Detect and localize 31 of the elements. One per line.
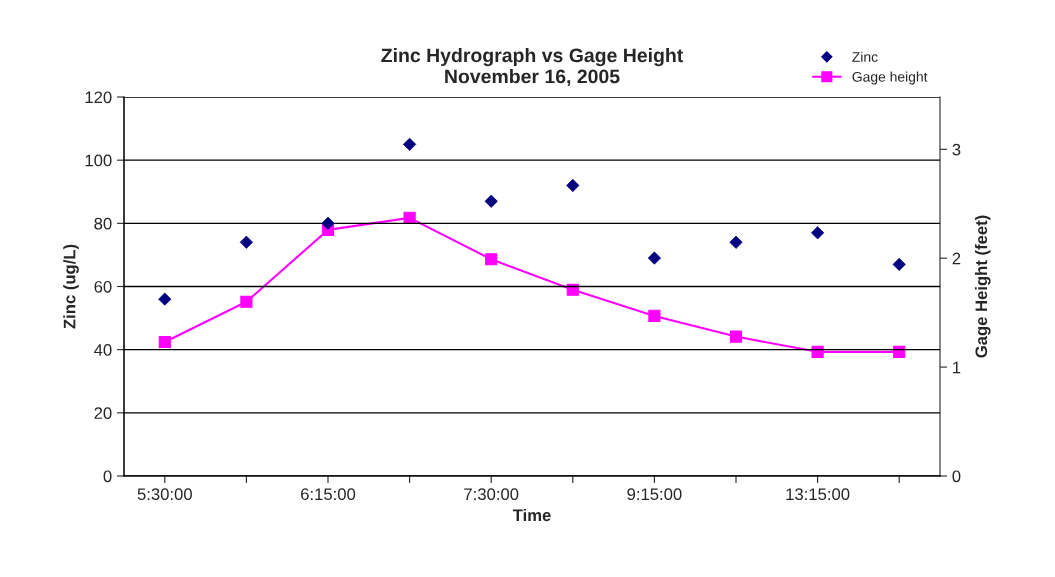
legend-label: Zinc xyxy=(852,51,878,62)
point xyxy=(729,330,743,343)
x-tick-label: 6:15:00 xyxy=(301,488,356,501)
point xyxy=(648,309,661,322)
point xyxy=(158,335,171,349)
legend-label: Gage height xyxy=(852,71,928,85)
y-tick-label: 20 xyxy=(94,407,112,420)
y2-tick-label: 3 xyxy=(952,143,961,156)
chart-title: Zinc Hydrograph vs Gage Height November 16, 2005 xyxy=(381,47,684,87)
y-tick-label: 100 xyxy=(85,154,112,167)
y-tick-label: 120 xyxy=(85,91,112,104)
point xyxy=(403,211,416,224)
x-tick-label: 13:15:00 xyxy=(786,488,850,501)
y2-tick-label: 0 xyxy=(952,470,961,483)
x-tick-label: 5:30:00 xyxy=(137,488,192,501)
y2-axis-title: Gage Height (feet) xyxy=(974,215,991,358)
point xyxy=(811,345,824,358)
y-tick-label: 40 xyxy=(94,344,112,356)
x-tick-label: 7:30:00 xyxy=(464,488,519,501)
y-axis-title: Zinc (ug/L) xyxy=(63,244,79,329)
y2-tick-label: 1 xyxy=(953,361,961,374)
point xyxy=(240,295,253,308)
point xyxy=(566,283,579,296)
x-axis-title: Time xyxy=(512,508,551,522)
y-tick-label: 60 xyxy=(94,280,112,293)
y-tick-label: 0 xyxy=(103,470,112,483)
y2-tick-label: 2 xyxy=(952,252,961,265)
y-tick-label: 80 xyxy=(94,217,112,230)
x-tick-label: 9:15:00 xyxy=(627,488,682,501)
point xyxy=(485,253,498,266)
point xyxy=(893,345,906,358)
